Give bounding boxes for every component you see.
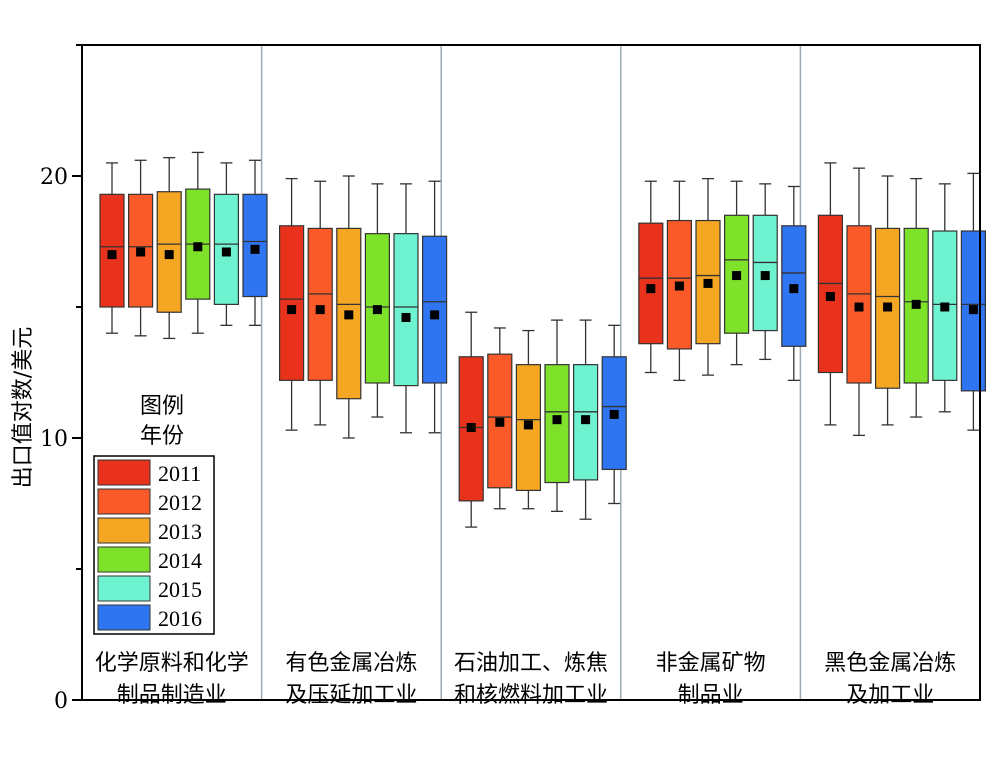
mean-marker	[883, 302, 893, 312]
y-tick-label: 20	[40, 165, 68, 190]
category-label: 制品制造业	[117, 683, 227, 708]
legend-swatch-2013	[97, 517, 151, 544]
legend-label-2015: 2015	[158, 577, 202, 602]
box-2011	[817, 214, 844, 374]
mean-marker	[674, 281, 684, 291]
category-label: 石油加工、炼焦	[454, 651, 608, 676]
category-label: 黑色金属冶炼	[824, 651, 956, 676]
mean-marker	[344, 310, 354, 320]
category-label: 及压延加工业	[285, 683, 417, 708]
plot-frame	[81, 44, 981, 701]
category-label: 化学原料和化学	[95, 651, 249, 676]
legend-swatch-2016	[97, 604, 151, 631]
mean-marker	[581, 415, 591, 425]
category-label: 及加工业	[846, 683, 934, 708]
category-label: 和核燃料加工业	[454, 683, 608, 708]
mean-marker	[287, 305, 297, 315]
box-2012	[846, 225, 872, 384]
mean-marker	[372, 305, 382, 315]
mean-marker	[703, 278, 713, 288]
mean-marker	[250, 244, 260, 254]
legend-subtitle: 年份	[140, 424, 184, 449]
mean-marker	[911, 299, 921, 309]
y-axis-title: 出口值对数/美元	[11, 327, 36, 488]
box-2016	[422, 235, 448, 384]
mean-marker	[193, 242, 203, 252]
box-2016	[960, 230, 987, 392]
legend-label-2013: 2013	[158, 519, 202, 544]
box-2011	[279, 225, 305, 381]
y-tick-label: 0	[54, 689, 68, 714]
category-label: 制品业	[678, 683, 744, 708]
legend-swatch-2015	[97, 575, 151, 602]
mean-marker	[609, 409, 619, 419]
legend-label-2016: 2016	[158, 606, 202, 631]
mean-marker	[136, 247, 146, 257]
mean-marker	[315, 305, 325, 315]
box-2012	[307, 227, 333, 381]
mean-marker	[968, 305, 978, 315]
legend-swatch-2014	[97, 546, 151, 573]
box-2015	[393, 233, 419, 387]
box-2015	[572, 364, 599, 481]
legend-title: 图例	[140, 394, 184, 419]
mean-marker	[825, 292, 835, 302]
box-2015	[752, 214, 778, 332]
mean-marker	[646, 284, 656, 294]
mean-marker	[523, 420, 533, 430]
mean-marker	[495, 417, 505, 427]
legend-swatch-2011	[97, 459, 151, 486]
y-tick-label: 10	[40, 427, 68, 452]
mean-marker	[430, 310, 440, 320]
mean-marker	[466, 423, 476, 433]
category-label: 非金属矿物	[656, 651, 766, 676]
category-label: 有色金属冶炼	[285, 651, 417, 676]
legend-label-2012: 2012	[158, 490, 202, 515]
mean-marker	[760, 271, 770, 281]
legend-swatch-2012	[97, 488, 151, 515]
legend-label-2011: 2011	[158, 461, 201, 486]
mean-marker	[107, 250, 117, 260]
legend-label-2014: 2014	[158, 548, 202, 573]
mean-marker	[401, 312, 411, 322]
mean-marker	[854, 302, 864, 312]
box-2011	[638, 222, 664, 345]
mean-marker	[164, 250, 174, 260]
mean-marker	[221, 247, 231, 257]
legend-box	[93, 455, 215, 635]
mean-marker	[552, 415, 562, 425]
mean-marker	[940, 302, 950, 312]
mean-marker	[732, 271, 742, 281]
mean-marker	[789, 284, 799, 294]
